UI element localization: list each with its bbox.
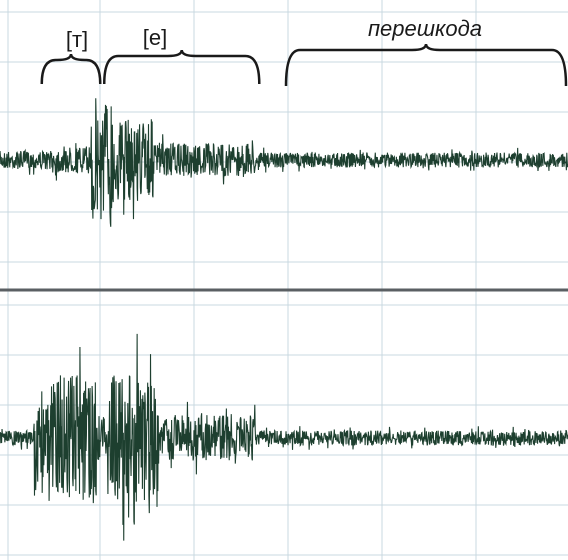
annotation-bracket-e	[102, 49, 261, 85]
annotations: [т] [е] перешкода	[40, 16, 568, 87]
annotation-bracket-t	[40, 53, 102, 85]
annotation-bracket-noise	[284, 43, 568, 87]
waveform-channel-1	[0, 98, 568, 227]
annotation-label-noise: перешкода	[368, 16, 482, 41]
waveform-channel-2	[0, 333, 568, 541]
waveform-series	[0, 98, 568, 541]
annotation-label-t: [т]	[66, 27, 88, 52]
annotation-label-e: [е]	[143, 25, 167, 50]
